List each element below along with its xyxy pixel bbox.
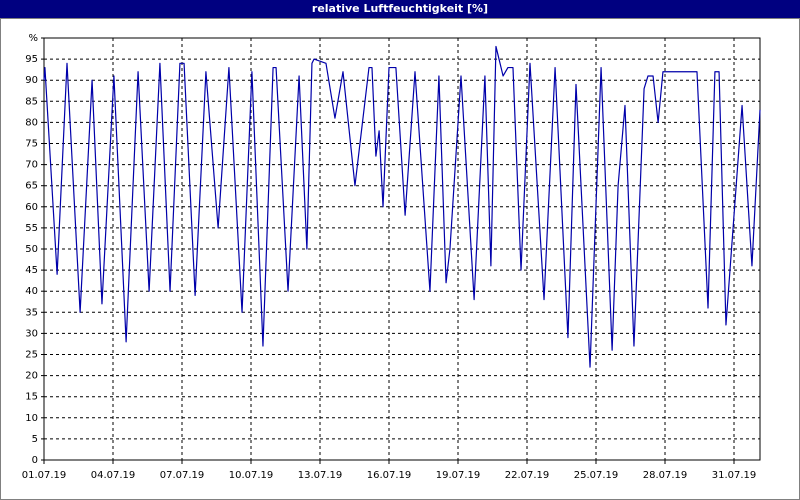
x-tick-label: 19.07.19 xyxy=(436,470,481,481)
y-tick-label: % xyxy=(28,33,38,44)
y-tick-label: 10 xyxy=(25,413,38,424)
x-tick-label: 16.07.19 xyxy=(367,470,412,481)
y-tick-label: 85 xyxy=(25,96,38,107)
data-line xyxy=(43,45,761,368)
y-tick-label: 25 xyxy=(25,350,38,361)
y-tick-label: 90 xyxy=(25,75,38,86)
y-tick-label: 0 xyxy=(32,455,38,466)
y-tick-label: 40 xyxy=(25,286,38,297)
y-tick-label: 65 xyxy=(25,181,38,192)
y-tick-label: 55 xyxy=(25,223,38,234)
y-tick-label: 35 xyxy=(25,307,38,318)
y-tick-label: 60 xyxy=(25,202,38,213)
y-tick-label: 45 xyxy=(25,265,38,276)
title-bar xyxy=(0,0,800,18)
y-tick-label: 20 xyxy=(25,371,38,382)
x-tick-label: 22.07.19 xyxy=(505,470,550,481)
chart-title: relative Luftfeuchtigkeit [%] xyxy=(312,2,488,15)
y-tick-label: 95 xyxy=(25,54,38,65)
y-tick-label: 15 xyxy=(25,392,38,403)
y-tick-label: 80 xyxy=(25,117,38,128)
x-tick-label: 28.07.19 xyxy=(643,470,688,481)
y-tick-label: 50 xyxy=(25,244,38,255)
y-tick-label: 30 xyxy=(25,328,38,339)
y-tick-label: 70 xyxy=(25,160,38,171)
x-tick-label: 07.07.19 xyxy=(160,470,205,481)
plot-border xyxy=(43,37,761,461)
x-tick-label: 04.07.19 xyxy=(91,470,136,481)
y-tick-label: 5 xyxy=(32,434,38,445)
x-tick-label: 25.07.19 xyxy=(574,470,619,481)
x-tick-label: 01.07.19 xyxy=(22,470,67,481)
x-tick-label: 10.07.19 xyxy=(229,470,274,481)
y-tick-label: 75 xyxy=(25,139,38,150)
x-tick-label: 31.07.19 xyxy=(712,470,757,481)
x-tick-label: 13.07.19 xyxy=(298,470,343,481)
